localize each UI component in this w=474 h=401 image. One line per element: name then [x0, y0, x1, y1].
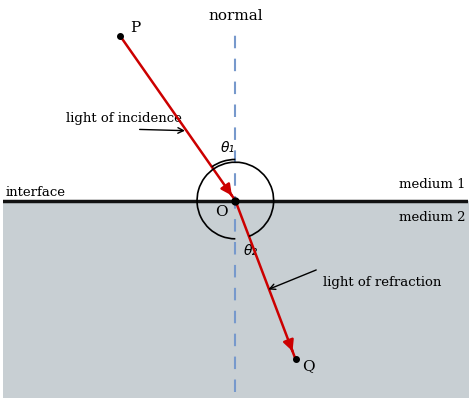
Text: θ₂: θ₂	[243, 243, 257, 257]
Text: normal: normal	[208, 9, 263, 23]
Text: O: O	[215, 205, 228, 219]
Text: θ₁: θ₁	[221, 141, 235, 155]
Text: light of refraction: light of refraction	[323, 276, 441, 289]
Text: Q: Q	[302, 359, 315, 373]
Text: medium 1: medium 1	[399, 178, 465, 191]
Text: light of incidence: light of incidence	[66, 112, 182, 125]
Text: medium 2: medium 2	[399, 211, 465, 225]
Text: P: P	[130, 21, 140, 35]
Text: interface: interface	[6, 186, 65, 199]
